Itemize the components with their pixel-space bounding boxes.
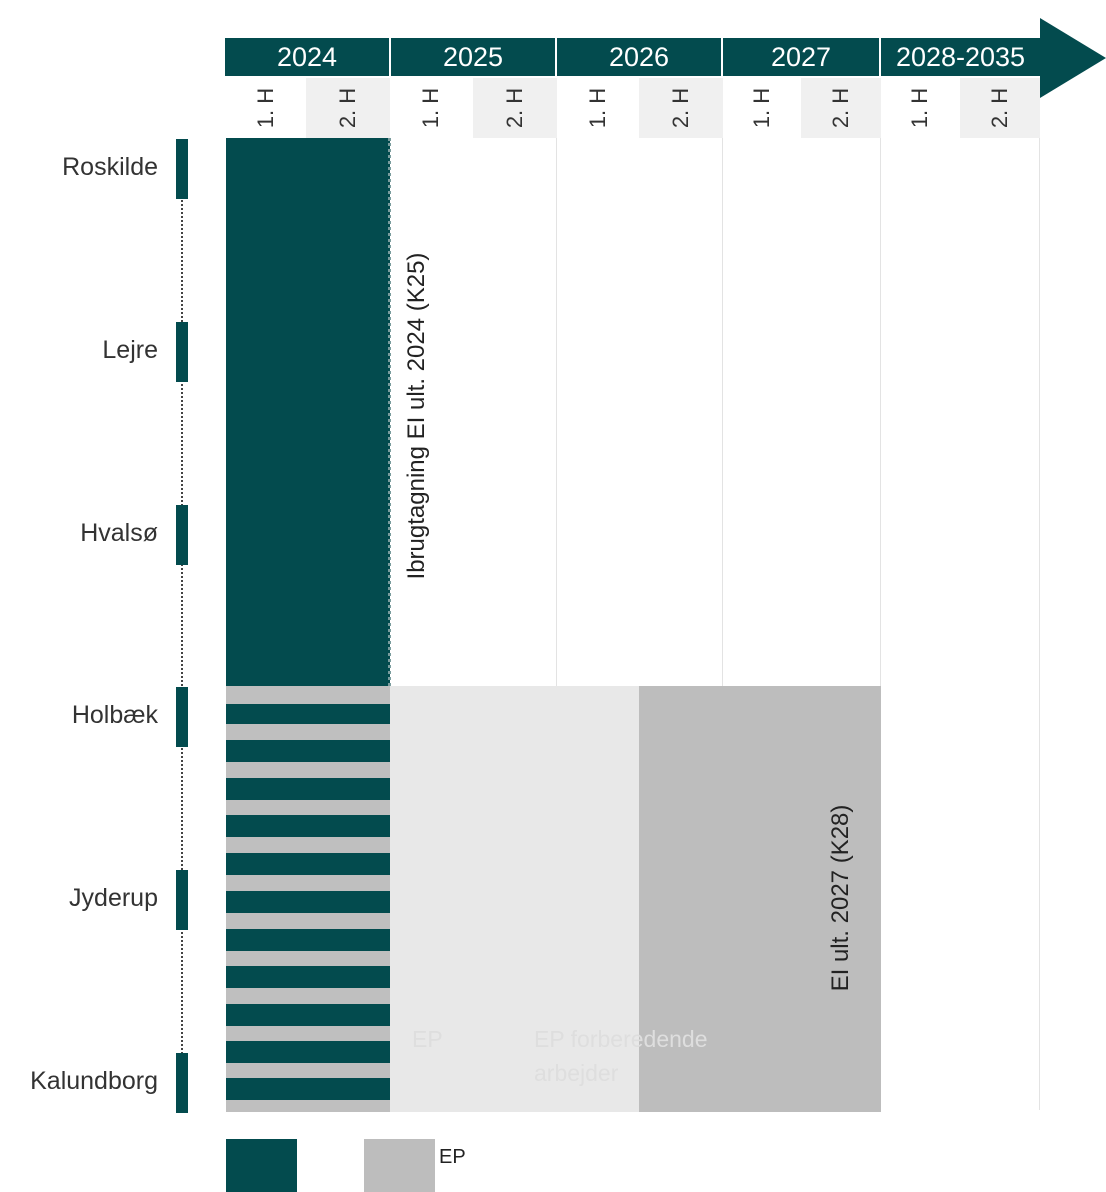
ei-block-edge: [388, 138, 391, 686]
ep-light-block: [390, 686, 639, 1112]
ep-gray-block: [639, 686, 881, 1112]
half-2027-2: 2. H: [801, 78, 881, 138]
station-marker: [176, 505, 188, 565]
station-marker: [176, 687, 188, 747]
stripe: [226, 929, 390, 951]
station-label-lejre: Lejre: [102, 336, 158, 364]
upper-label: Ibrugtagning EI ult. 2024 (K25): [403, 252, 430, 580]
station-label-hvalsoe: Hvalsø: [80, 519, 158, 547]
faint-ep-prep-line2: arbejder: [534, 1060, 619, 1086]
grid-line: [880, 138, 881, 1110]
half-2026-2: 2. H: [639, 78, 723, 138]
half-2028-2: 2. H: [960, 78, 1040, 138]
faint-ep-label: EP: [412, 1026, 443, 1052]
half-2025-2: 2. H: [473, 78, 557, 138]
year-2027: 2027: [723, 38, 881, 76]
year-2025: 2025: [391, 38, 557, 76]
faint-ep-prep-line1: EP forberedende: [534, 1026, 708, 1052]
stripe: [226, 966, 390, 988]
station-marker: [176, 870, 188, 930]
station-marker: [176, 1053, 188, 1113]
station-label-jyderup: Jyderup: [69, 884, 158, 912]
stripe: [226, 1004, 390, 1026]
legend-swatch-ei: [226, 1139, 297, 1192]
station-marker: [176, 139, 188, 199]
half-2024-1: 1. H: [226, 78, 306, 138]
ei-block-upper: [226, 138, 390, 686]
stripe: [226, 778, 390, 800]
timeline-arrow-icon: [1040, 18, 1106, 98]
half-2025-1: 1. H: [390, 78, 473, 138]
station-label-roskilde: Roskilde: [62, 153, 158, 181]
grid-line: [556, 138, 557, 686]
grid-line: [722, 138, 723, 686]
station-label-holbaek: Holbæk: [71, 701, 158, 729]
legend-swatch-ep: [364, 1139, 435, 1192]
station-marker: [176, 322, 188, 382]
year-2028-2035: 2028-2035: [881, 38, 1040, 76]
lower-label: EI ult. 2027 (K28): [827, 804, 854, 992]
stripe: [226, 704, 390, 724]
half-2028-1: 1. H: [881, 78, 960, 138]
stripe: [226, 1078, 390, 1100]
year-2026: 2026: [557, 38, 723, 76]
stripe: [226, 853, 390, 875]
stripe: [226, 740, 390, 762]
half-2027-1: 1. H: [723, 78, 801, 138]
stripe: [226, 1041, 390, 1063]
station-track: [181, 140, 183, 1110]
station-label-kalundborg: Kalundborg: [30, 1067, 158, 1095]
legend-label-ep: EP: [439, 1146, 466, 1168]
stripe: [226, 815, 390, 837]
grid-line: [1039, 138, 1040, 1110]
half-2024-2: 2. H: [306, 78, 390, 138]
year-2024: 2024: [225, 38, 391, 76]
stripe: [226, 891, 390, 913]
half-2026-1: 1. H: [557, 78, 639, 138]
